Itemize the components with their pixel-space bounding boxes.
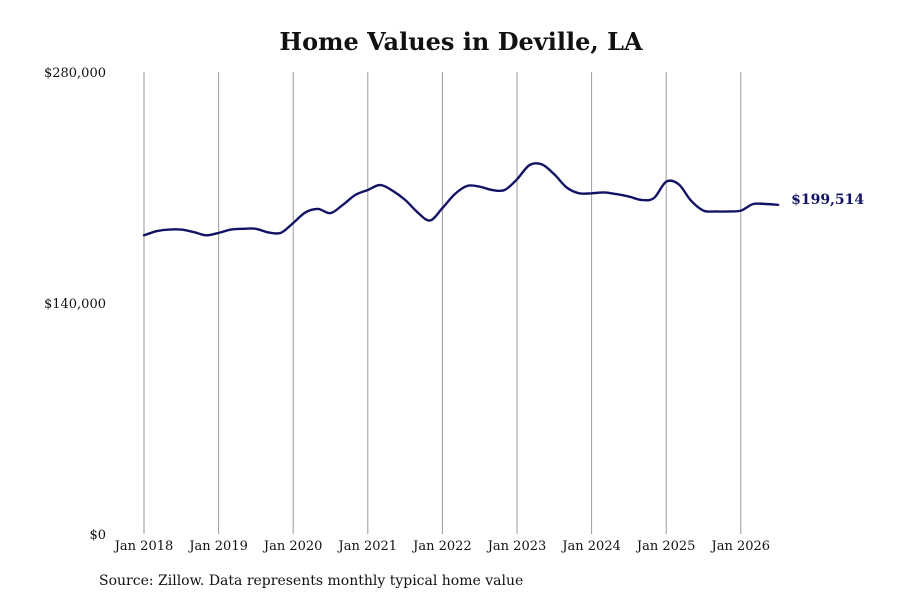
x-tick-label: Jan 2026	[710, 539, 771, 554]
y-tick-label: $0	[89, 528, 106, 543]
x-axis-ticks: Jan 2018 Jan 2019 Jan 2020 Jan 2021 Jan 2022…	[113, 539, 770, 554]
x-tick-label: Jan 2025	[635, 539, 696, 554]
chart-title: Home Values in Deville, LA	[279, 27, 643, 56]
x-tick-label: Jan 2020	[262, 539, 323, 554]
x-tick-label: Jan 2022	[411, 539, 472, 554]
gridlines	[143, 72, 742, 534]
x-tick-label: Jan 2021	[337, 539, 398, 554]
source-note: Source: Zillow. Data represents monthly …	[99, 573, 524, 589]
y-tick-label: $280,000	[44, 66, 106, 81]
x-tick-label: Jan 2024	[560, 539, 621, 554]
series-line	[142, 162, 780, 237]
y-axis-ticks: $0 $140,000 $280,000	[44, 66, 106, 543]
x-tick-label: Jan 2018	[113, 539, 174, 554]
last-value-label: $199,514	[791, 192, 864, 208]
x-tick-label: Jan 2019	[187, 539, 248, 554]
y-tick-label: $140,000	[44, 297, 106, 312]
x-tick-label: Jan 2023	[486, 539, 547, 554]
